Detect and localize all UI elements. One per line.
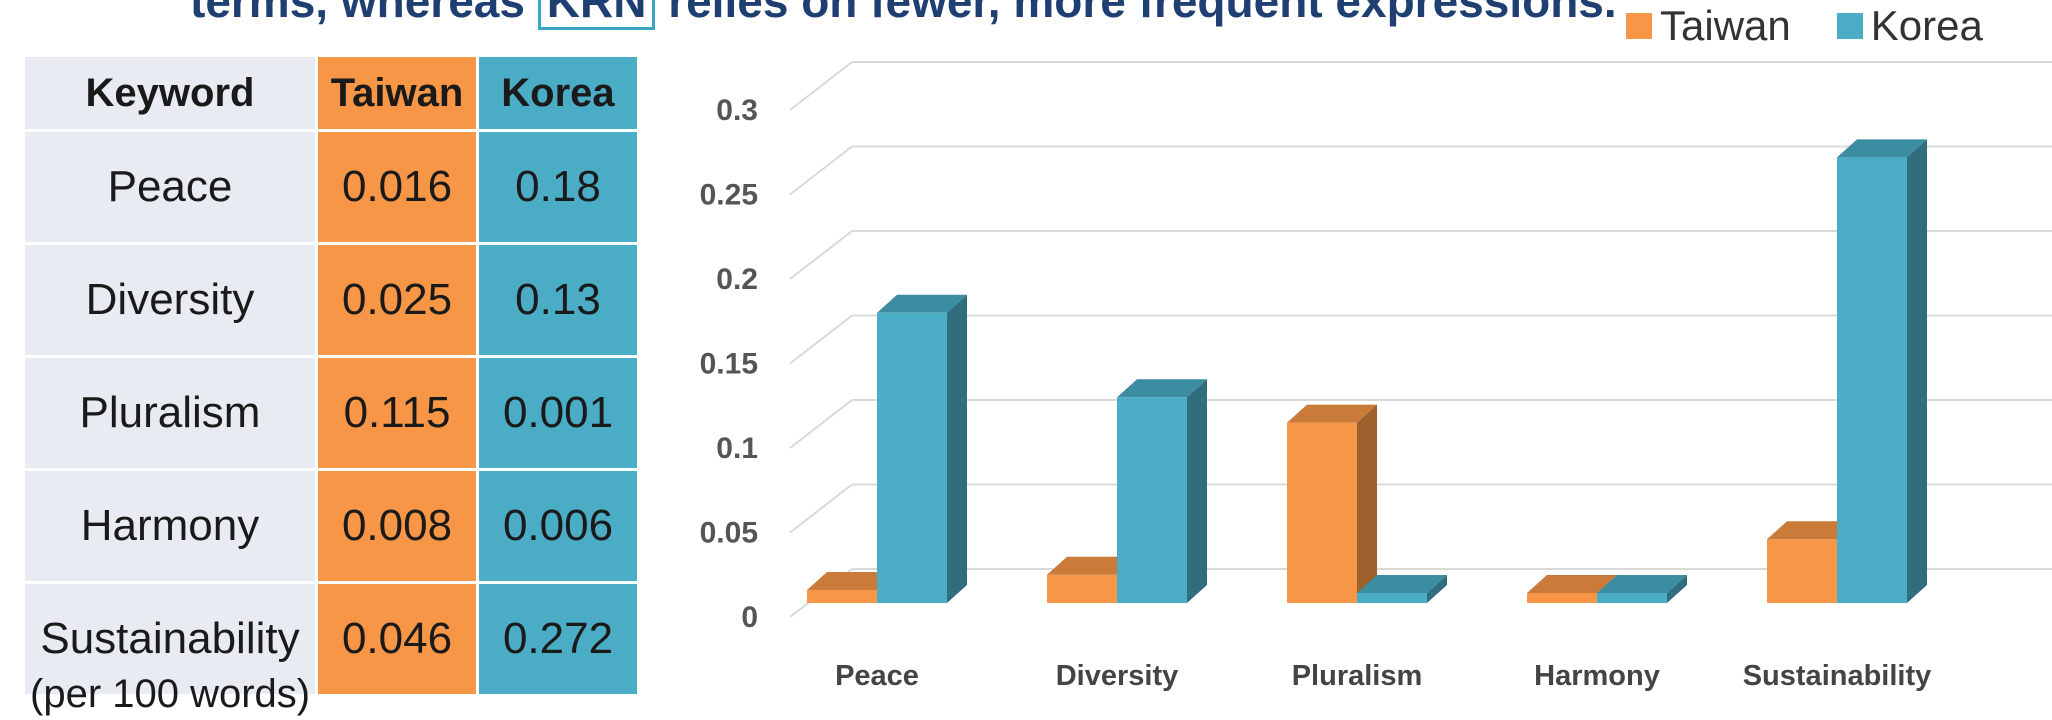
bar-top — [1767, 521, 1857, 540]
table-row: Diversity 0.025 0.13 — [22, 242, 640, 358]
legend-swatch-taiwan — [1626, 13, 1652, 39]
table-row: Sustainability 0.046 0.272 — [22, 581, 640, 697]
gridline-diagonal — [789, 61, 853, 111]
bar-top — [1837, 139, 1927, 158]
cell-taiwan: 0.115 — [315, 355, 479, 471]
table-row: Peace 0.016 0.18 — [22, 129, 640, 245]
bar-top — [1527, 575, 1617, 593]
cell-korea: 0.18 — [476, 129, 640, 245]
cell-korea: 0.006 — [476, 468, 640, 584]
bar-front — [1287, 422, 1357, 603]
y-tick-label: 0 — [741, 601, 758, 634]
bar-top — [877, 294, 967, 313]
cell-taiwan: 0.046 — [315, 581, 479, 697]
table-row: Pluralism 0.115 0.001 — [22, 355, 640, 471]
cell-taiwan: 0.008 — [315, 468, 479, 584]
cell-keyword: Peace — [22, 129, 318, 245]
x-category-label: Pluralism — [1292, 660, 1423, 692]
header-korea: Korea — [476, 54, 640, 132]
caption-boxed-word: KRN — [537, 0, 656, 30]
page-caption: terms, whereas KRN relies on fewer, more… — [190, 0, 1617, 30]
cell-keyword: Harmony — [22, 468, 318, 584]
bar-front — [1527, 593, 1597, 603]
bar-korea-harmony — [1597, 575, 1687, 603]
bar-top — [1117, 379, 1207, 398]
bar-top — [1597, 575, 1687, 593]
y-tick-label: 0.2 — [716, 263, 758, 296]
bar-side — [1187, 379, 1207, 603]
bar-side — [947, 294, 967, 603]
chart-y-tick-labels: 0 0.05 0.1 0.15 0.2 0.25 0.3 — [700, 94, 758, 634]
y-tick-label: 0.3 — [716, 94, 758, 127]
keyword-bar-chart: 0 0.05 0.1 0.15 0.2 0.25 0.3 Peace Diversity Plu… — [700, 61, 2052, 692]
legend-item-taiwan: Taiwan — [1626, 2, 1791, 50]
chart-bars — [807, 139, 1927, 603]
bar-korea-pluralism — [1357, 575, 1447, 603]
y-tick-label: 0.1 — [716, 432, 758, 465]
bar-side — [1427, 575, 1447, 603]
legend-label-taiwan: Taiwan — [1660, 2, 1791, 49]
bar-taiwan-sustainability — [1767, 521, 1857, 603]
bar-front — [1837, 157, 1907, 603]
bar-front — [1117, 397, 1187, 603]
bar-front — [1597, 593, 1667, 603]
bar-korea-sustainability — [1837, 139, 1927, 603]
cell-keyword: Pluralism — [22, 355, 318, 471]
x-category-label: Diversity — [1056, 660, 1179, 692]
keyword-frequency-table: Keyword Taiwan Korea Peace 0.016 0.18 Di… — [22, 54, 640, 697]
cell-taiwan: 0.025 — [315, 242, 479, 358]
legend-swatch-korea — [1836, 13, 1863, 39]
header-taiwan: Taiwan — [315, 54, 479, 132]
y-tick-label: 0.25 — [700, 179, 758, 212]
legend-item-korea: Korea — [1836, 2, 1983, 50]
cell-keyword: Sustainability — [22, 581, 318, 697]
bar-korea-diversity — [1117, 379, 1207, 603]
bar-front — [1047, 574, 1117, 603]
gridline-diagonal — [789, 483, 853, 534]
gridline-diagonal — [789, 399, 853, 449]
bar-taiwan-pluralism — [1287, 404, 1377, 603]
table-header-row: Keyword Taiwan Korea — [22, 54, 640, 132]
gridline-diagonal — [789, 314, 853, 365]
bar-side — [1357, 404, 1377, 603]
bar-top — [1357, 575, 1447, 593]
bar-front — [1357, 593, 1427, 603]
y-tick-label: 0.15 — [700, 348, 758, 381]
gridline-diagonal — [789, 230, 853, 280]
bar-side — [1667, 575, 1687, 603]
chart-category-labels: Peace Diversity Pluralism Harmony Sustainabi… — [835, 660, 1931, 692]
bar-top — [807, 571, 897, 590]
cell-keyword: Diversity — [22, 242, 318, 358]
chart-legend: Taiwan Korea — [1626, 2, 1983, 50]
bar-front — [807, 589, 877, 603]
x-category-label: Sustainability — [1743, 660, 1932, 692]
x-category-label: Peace — [835, 660, 919, 692]
cell-korea: 0.001 — [476, 355, 640, 471]
caption-before: terms, whereas — [190, 0, 538, 27]
bar-top — [1287, 404, 1377, 423]
bar-front — [877, 312, 947, 603]
legend-label-korea: Korea — [1870, 2, 1983, 49]
x-category-label: Harmony — [1534, 660, 1660, 692]
table-unit-note: (per 100 words) — [30, 672, 311, 716]
cell-taiwan: 0.016 — [315, 129, 479, 245]
cell-korea: 0.13 — [476, 242, 640, 358]
cell-korea: 0.272 — [476, 581, 640, 697]
y-tick-label: 0.05 — [700, 517, 758, 550]
bar-front — [1767, 539, 1837, 603]
bar-top — [1047, 556, 1137, 575]
gridline-diagonal — [789, 145, 853, 196]
caption-after: relies on fewer, more frequent expressio… — [655, 0, 1617, 27]
table-row: Harmony 0.008 0.006 — [22, 468, 640, 584]
header-keyword: Keyword — [22, 54, 318, 132]
bar-korea-peace — [877, 294, 967, 603]
bar-side — [1907, 139, 1927, 603]
